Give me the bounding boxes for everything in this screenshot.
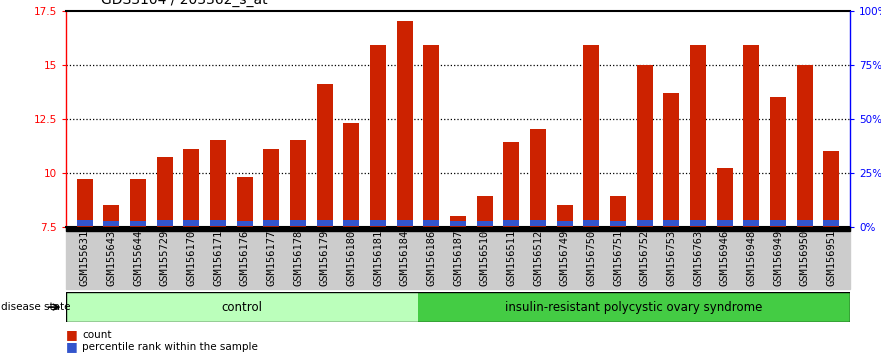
Bar <box>796 219 813 226</box>
Bar <box>424 45 440 227</box>
Bar <box>130 179 146 227</box>
Bar <box>424 219 440 226</box>
Text: percentile rank within the sample: percentile rank within the sample <box>82 342 258 352</box>
Bar <box>344 220 359 226</box>
Bar <box>237 177 253 227</box>
Text: control: control <box>221 301 263 314</box>
Bar <box>183 220 199 226</box>
Bar <box>157 220 173 226</box>
Bar <box>717 168 733 227</box>
Bar <box>663 220 679 226</box>
Bar <box>796 64 813 227</box>
Bar <box>503 220 520 226</box>
Bar <box>317 84 333 227</box>
Bar <box>450 221 466 226</box>
Text: ■: ■ <box>66 328 78 341</box>
Bar <box>290 220 306 226</box>
Bar <box>744 45 759 227</box>
Bar <box>77 179 93 227</box>
Bar <box>103 221 120 226</box>
Bar <box>503 142 520 227</box>
Bar <box>583 219 599 226</box>
Text: GDS3104 / 203362_s_at: GDS3104 / 203362_s_at <box>101 0 268 7</box>
Bar <box>210 220 226 226</box>
Bar <box>690 219 707 226</box>
Bar <box>530 129 546 227</box>
Bar <box>637 64 653 227</box>
Bar <box>717 220 733 226</box>
FancyBboxPatch shape <box>66 292 418 322</box>
Bar <box>450 216 466 227</box>
Bar <box>263 220 279 226</box>
Bar <box>396 219 413 226</box>
Bar <box>344 123 359 227</box>
Bar <box>157 158 173 227</box>
Bar <box>263 149 279 227</box>
Bar <box>637 219 653 226</box>
Bar <box>583 45 599 227</box>
Bar <box>396 21 413 227</box>
Bar <box>611 221 626 226</box>
Text: count: count <box>82 330 111 339</box>
Bar <box>130 221 146 226</box>
Bar <box>611 196 626 227</box>
Bar <box>824 151 840 227</box>
Bar <box>824 220 840 226</box>
Bar <box>183 149 199 227</box>
Bar <box>530 220 546 226</box>
Bar <box>663 93 679 227</box>
Text: insulin-resistant polycystic ovary syndrome: insulin-resistant polycystic ovary syndr… <box>505 301 763 314</box>
Bar <box>557 205 573 227</box>
Bar <box>744 219 759 226</box>
FancyBboxPatch shape <box>418 292 850 322</box>
Text: disease state: disease state <box>1 302 70 312</box>
Bar <box>477 221 492 226</box>
Bar <box>237 221 253 226</box>
Bar <box>477 196 492 227</box>
Bar <box>370 45 386 227</box>
Bar <box>557 221 573 226</box>
Bar <box>210 140 226 227</box>
Text: ■: ■ <box>66 341 78 353</box>
Bar <box>290 140 306 227</box>
Bar <box>690 45 707 227</box>
Bar <box>77 220 93 226</box>
Bar <box>317 220 333 226</box>
Bar <box>770 97 786 227</box>
Bar <box>370 219 386 226</box>
Bar <box>103 205 120 227</box>
Bar <box>770 220 786 226</box>
